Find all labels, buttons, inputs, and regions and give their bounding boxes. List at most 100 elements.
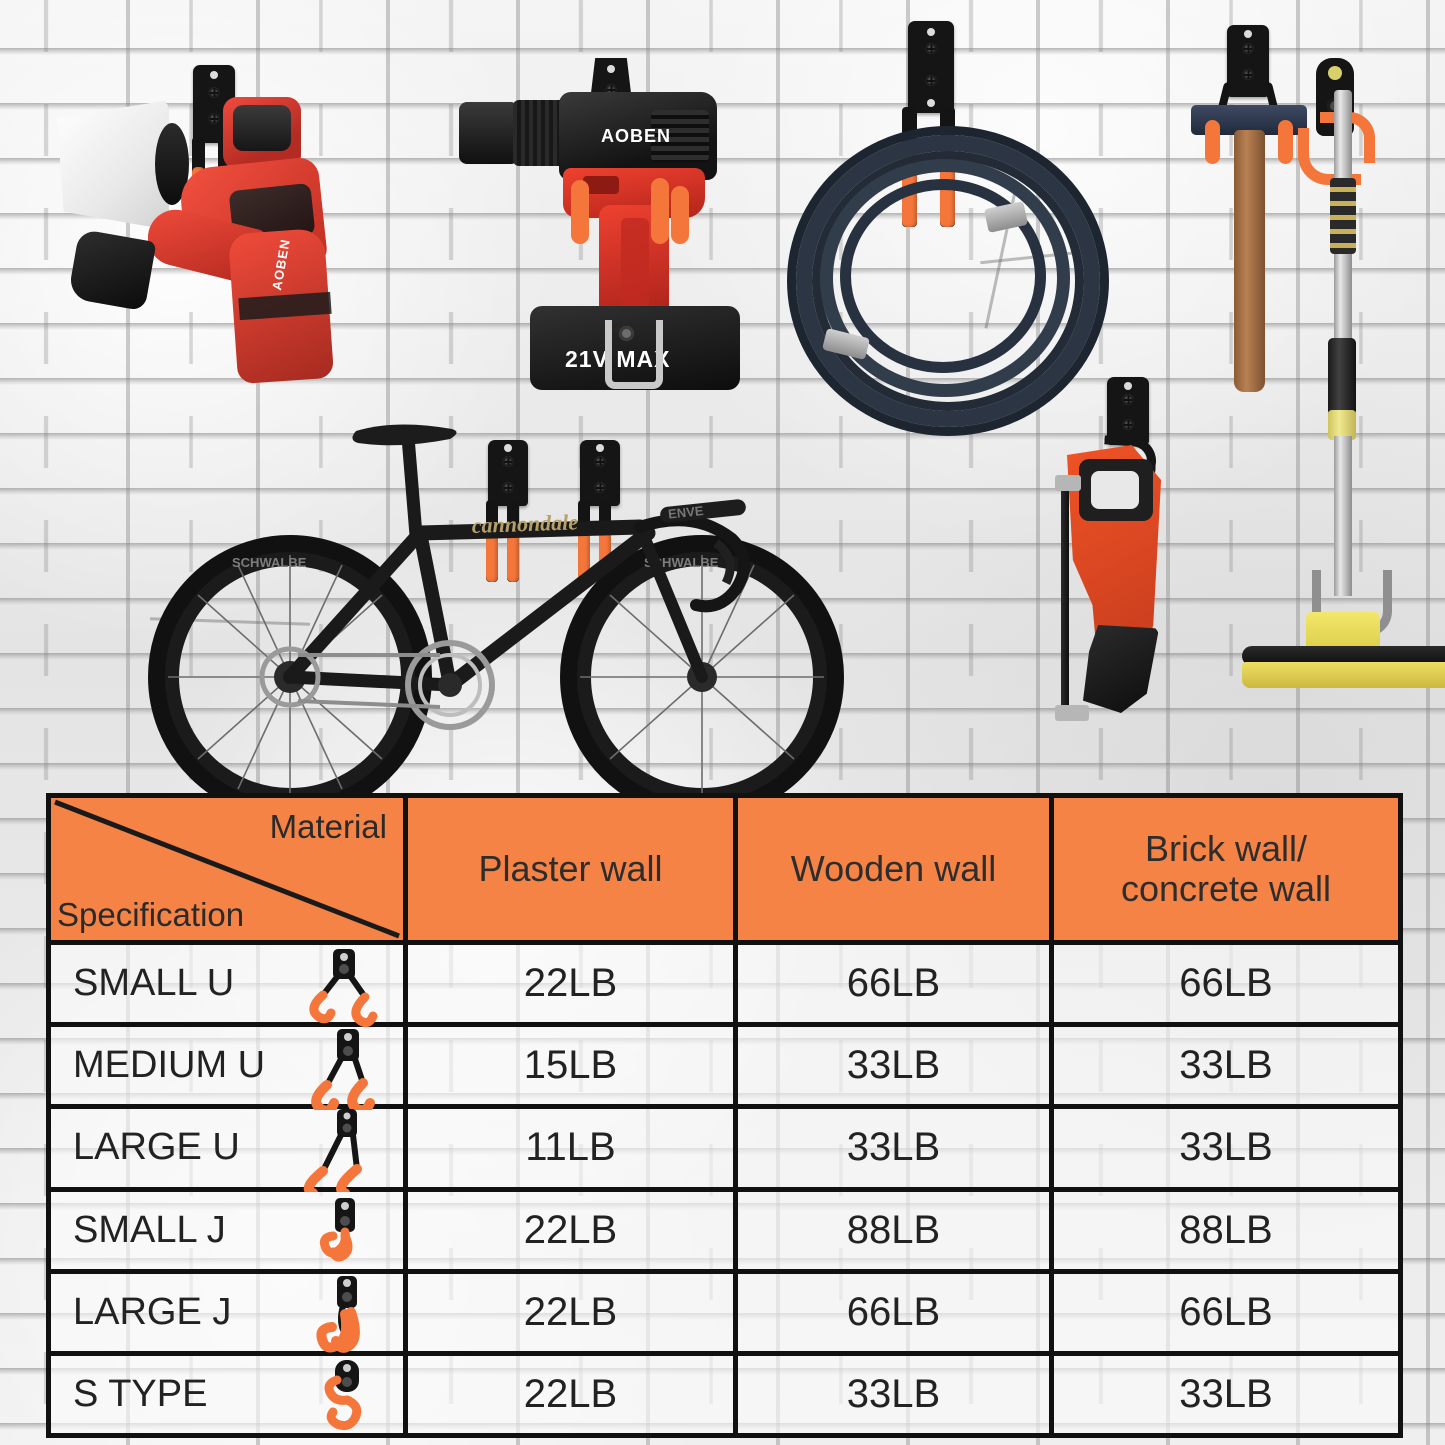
hammer-hook-tip-right [1278,120,1293,164]
small-j-hook-icon [319,1197,355,1262]
squeegee-pole-mid [1334,265,1352,360]
large-u-hook-icon [303,1109,362,1193]
saw-hook-bracket [1107,377,1149,445]
spec-label: SMALL J [73,1208,226,1251]
bike-saddle [352,424,457,446]
bike-hook-2-bracket [580,440,620,506]
load-cell-wooden: 33LB [733,1109,1049,1187]
bike-handlebar: ENVE [634,499,750,613]
column-header-wooden-wall: Wooden wall [733,798,1049,940]
s-type-hook-metal [605,320,663,389]
squeegee-pole-lower [1334,436,1352,596]
drill-battery-label: 21V MAX [565,346,671,372]
bike-brand-label: cannondale [471,509,578,538]
table-row: S TYPE 22LB 33LB 33LB [51,1350,1398,1434]
load-cell-plaster: 22LB [403,1191,733,1269]
product-cordless-drill: AOBEN 21V MAX [455,30,785,420]
hammer-wooden-handle [1234,130,1265,392]
svg-text:ENVE: ENVE [667,503,704,522]
squeegee-pole-collar [1328,338,1356,416]
column-header-wooden-wall-text: Wooden wall [790,847,997,889]
load-cell-brick: 33LB [1049,1355,1398,1434]
drill-hook-prong-left [571,180,589,244]
spec-cell: MEDIUM U [51,1027,403,1111]
drill-handle-stripe [621,218,649,312]
table-row: SMALL U 22LB 66LB 66LB [51,940,1398,1028]
table-header-row: Material Specification Plaster wall Wood… [51,798,1398,940]
load-cell-plaster: 22LB [403,1355,733,1434]
hammer-hook-bracket [1227,25,1269,97]
squeegee-blade-black [1242,646,1445,666]
spec-cell: LARGE U [51,1109,403,1193]
product-floor-squeegee [1242,50,1445,730]
spec-label: MEDIUM U [73,1044,266,1087]
table-row: LARGE U 11LB 33LB 33LB [51,1104,1398,1193]
svg-text:SCHWALBE: SCHWALBE [232,555,307,570]
spec-label: LARGE J [73,1290,232,1333]
column-header-plaster-wall-text: Plaster wall [478,847,663,889]
hammer-hook-tip-left [1205,120,1220,164]
drill-brand-label: AOBEN [601,126,672,146]
load-cell-brick: 66LB [1049,1273,1398,1351]
load-cell-plaster: 22LB [403,1273,733,1351]
corner-material-label: Material [269,808,387,845]
bike-drivetrain [259,640,495,730]
table-row: SMALL J 22LB 88LB 88LB [51,1186,1398,1269]
column-header-brick-wall: Brick wall/ concrete wall [1049,798,1398,940]
load-cell-wooden: 33LB [733,1355,1049,1434]
medium-u-hook-icon [311,1029,375,1111]
drill-vents [651,110,709,162]
squeegee-grip [1330,178,1356,254]
sprayer-battery [67,228,157,312]
saw-handle-lower-black [1083,625,1159,713]
drill-hook-prong-right [651,178,669,244]
squeegee-pole-yellow-collar [1328,410,1356,440]
product-hacksaw [1045,375,1245,745]
load-cell-brick: 33LB [1049,1109,1398,1187]
load-cell-wooden: 66LB [733,1273,1049,1351]
saw-grip-cutout [1091,471,1139,509]
small-u-hook-icon [309,949,378,1028]
load-capacity-table: Material Specification Plaster wall Wood… [46,793,1403,1438]
product-coiled-hose [790,15,1100,427]
drill-trigger [583,176,619,194]
squeegee-blade-yellow [1242,662,1445,688]
load-cell-wooden: 88LB [733,1191,1049,1269]
s-type-hook-screw [619,326,634,341]
corner-diagonal-line [54,799,400,939]
hose-coil-inner2 [840,179,1046,373]
drill-clutch-collar [513,100,565,166]
s-type-hook-icon [324,1359,362,1430]
load-cell-plaster: 15LB [403,1027,733,1105]
product-paint-sprayer: AOBEN [55,45,375,390]
sprayer-motor-cap [233,105,291,151]
corner-specification-label: Specification [57,896,245,933]
s-type-hook-curve [1298,128,1361,185]
spec-cell: S TYPE [51,1356,403,1433]
column-header-brick-wall-line1: Brick wall/ [1144,827,1308,869]
bike-hook-2-prong-left [578,500,590,582]
column-header-plaster-wall: Plaster wall [403,798,733,940]
table-row: LARGE J 22LB 66LB 66LB [51,1268,1398,1353]
spec-cell: SMALL U [51,945,403,1028]
column-header-brick-wall-line2: concrete wall [1120,868,1332,909]
large-j-hook-icon [316,1275,360,1353]
drill-hook-prong-right-2 [671,186,689,244]
drill-battery [530,306,740,390]
drill-chuck [459,102,517,164]
bike-hook-1-prong-right [507,500,519,582]
load-cell-wooden: 66LB [733,945,1049,1023]
load-cell-brick: 33LB [1049,1027,1398,1105]
spec-label: LARGE U [73,1126,240,1169]
hose-hook-bracket [908,21,954,113]
load-cell-wooden: 33LB [733,1027,1049,1105]
saw-blade [1061,483,1069,715]
bike-hook-1 [480,440,540,582]
product-claw-hammer [1185,20,1325,400]
saw-blade-tension-bottom [1055,705,1089,721]
spec-cell: LARGE J [51,1274,403,1353]
bike-hook-1-prong-left [486,500,498,582]
spec-cell: SMALL J [51,1192,403,1269]
load-cell-brick: 66LB [1049,945,1398,1023]
